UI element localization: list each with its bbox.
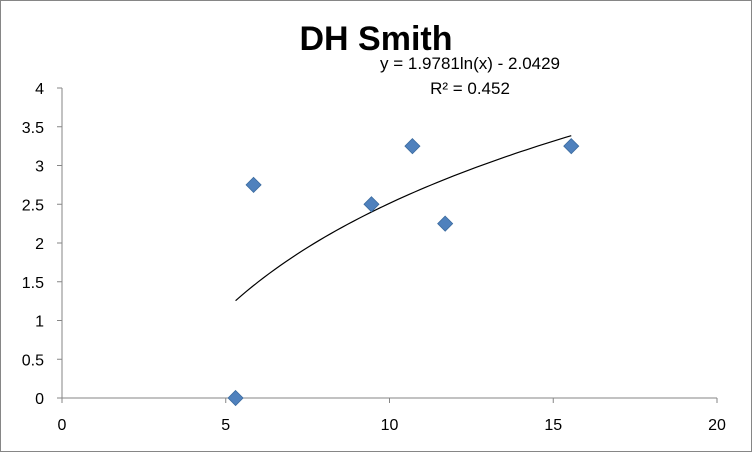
y-tick-label: 3.5 xyxy=(22,120,44,137)
x-tick-label: 0 xyxy=(58,417,67,434)
data-point xyxy=(437,215,454,232)
x-tick-label: 5 xyxy=(221,417,230,434)
data-point xyxy=(227,389,244,407)
y-tick-label: 1.5 xyxy=(22,275,44,292)
x-tick-label: 15 xyxy=(544,417,562,434)
data-point xyxy=(404,138,421,155)
x-tick-label: 20 xyxy=(708,417,726,434)
y-axis-ticks: 0 0.5 1 1.5 2 2.5 3 3.5 4 xyxy=(22,81,62,408)
x-axis-ticks: 0 5 10 15 20 xyxy=(58,398,726,434)
y-tick-label: 2.5 xyxy=(22,197,44,214)
trendline-equation: y = 1.9781ln(x) - 2.0429 xyxy=(379,54,561,73)
data-point xyxy=(363,196,380,213)
y-tick-label: 0.5 xyxy=(22,352,44,369)
trendline-r-squared: R² = 0.452 xyxy=(430,79,510,98)
data-point xyxy=(245,176,262,193)
trendline xyxy=(235,135,572,302)
y-tick-label: 0 xyxy=(35,391,44,408)
chart-title: DH Smith xyxy=(299,20,453,58)
y-tick-label: 1 xyxy=(35,314,44,331)
y-tick-label: 2 xyxy=(35,236,44,253)
y-tick-label: 4 xyxy=(35,81,44,98)
data-point xyxy=(563,138,580,155)
data-points xyxy=(227,138,580,407)
x-tick-label: 10 xyxy=(381,417,399,434)
y-tick-label: 3 xyxy=(35,159,44,176)
